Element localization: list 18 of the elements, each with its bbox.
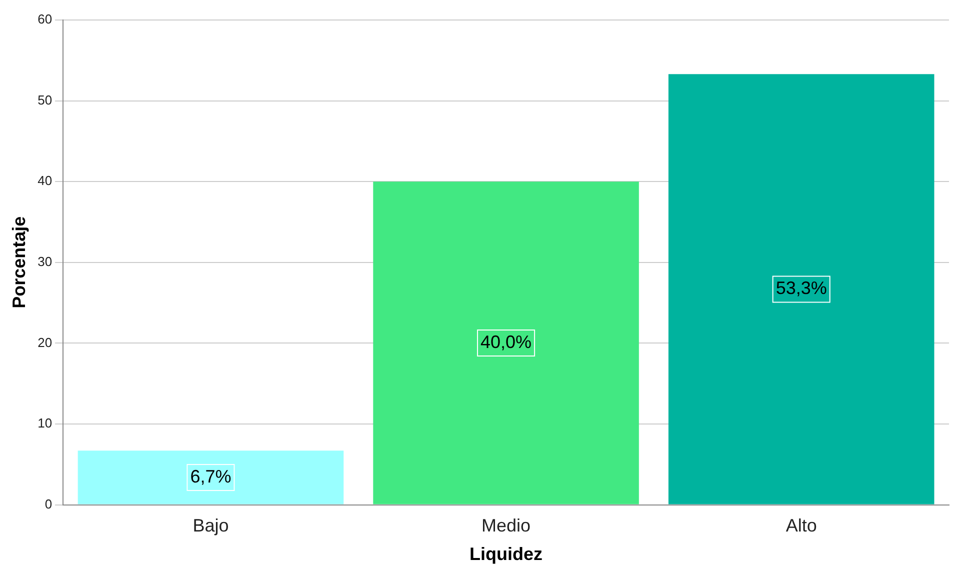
y-tick-label: 60	[38, 12, 52, 27]
y-tick-label: 20	[38, 334, 52, 350]
x-tick-label: Bajo	[192, 516, 229, 536]
bar	[78, 450, 344, 504]
y-tick-label: 50	[38, 92, 52, 108]
bar	[668, 74, 934, 504]
data-label: 40,0%	[480, 332, 532, 352]
x-axis-title: Liquidez	[470, 544, 543, 564]
x-tick-label: Alto	[786, 516, 817, 536]
y-tick-label: 30	[38, 254, 52, 269]
bar	[373, 182, 639, 504]
y-tick-label: 0	[44, 496, 52, 512]
y-tick-label: 10	[38, 416, 52, 431]
y-axis-title: Porcentaje	[8, 216, 29, 308]
y-tick-label: 40	[38, 173, 52, 188]
data-label: 53,3%	[776, 278, 827, 298]
data-label: 6,7%	[190, 466, 232, 486]
x-tick-label: Medio	[482, 516, 531, 536]
